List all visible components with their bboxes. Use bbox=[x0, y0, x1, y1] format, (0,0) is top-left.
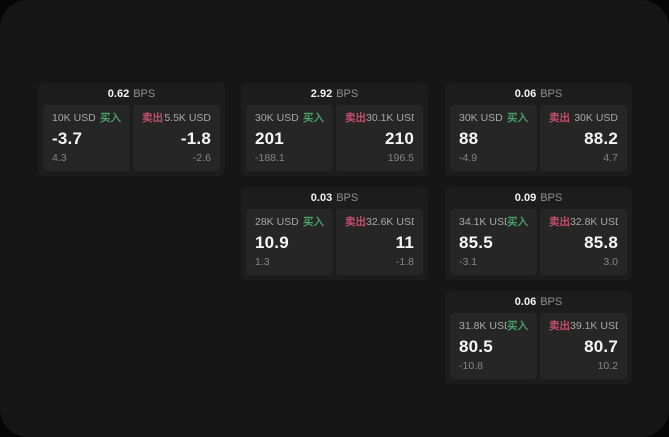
sell-size: 39.1K USD bbox=[570, 320, 618, 332]
bps-unit-label: BPS bbox=[540, 192, 563, 204]
buy-price: 85.5 bbox=[459, 233, 493, 252]
buy-size: 30K USD bbox=[459, 112, 503, 124]
quote-card-6: 0.06 BPS 31.8K USD 买入 80.5 -10.8 卖出 39.1… bbox=[445, 291, 632, 384]
buy-side-label: 买入 bbox=[303, 216, 324, 228]
bps-unit-label: BPS bbox=[540, 296, 563, 308]
bps-header: 0.06 BPS bbox=[445, 83, 632, 105]
bps-unit-label: BPS bbox=[336, 88, 359, 100]
bps-value: 0.06 bbox=[514, 88, 537, 100]
sell-size: 32.6K USD bbox=[366, 216, 414, 228]
bps-unit-label: BPS bbox=[133, 88, 156, 100]
sell-sub-value: -1.8 bbox=[395, 256, 414, 268]
buy-price: 201 bbox=[255, 129, 284, 148]
buy-panel[interactable]: 28K USD 买入 10.9 1.3 bbox=[246, 209, 333, 275]
bps-value: 2.92 bbox=[310, 88, 333, 100]
buy-sub-value: -4.9 bbox=[459, 152, 478, 164]
buy-panel[interactable]: 30K USD 买入 201 -188.1 bbox=[246, 105, 333, 171]
sell-side-label: 卖出 bbox=[549, 216, 570, 228]
sell-panel[interactable]: 卖出 30.1K USD 210 196.5 bbox=[336, 105, 423, 171]
buy-sub-value: 1.3 bbox=[255, 256, 270, 268]
quote-card-1: 0.62 BPS 10K USD 买入 -3.7 4.3 卖出 5.5K USD… bbox=[38, 83, 225, 176]
buy-size: 28K USD bbox=[255, 216, 299, 228]
quote-card-3: 0.06 BPS 30K USD 买入 88 -4.9 卖出 30K USD 8… bbox=[445, 83, 632, 176]
sell-price: 11 bbox=[395, 233, 414, 252]
sell-sub-value: 3.0 bbox=[603, 256, 618, 268]
buy-size: 34.1K USD bbox=[459, 216, 507, 228]
sell-side-label: 卖出 bbox=[142, 112, 163, 124]
sell-price: 85.8 bbox=[584, 233, 618, 252]
quote-card-4: 0.03 BPS 28K USD 买入 10.9 1.3 卖出 32.6K US… bbox=[241, 187, 428, 280]
sell-panel[interactable]: 卖出 30K USD 88.2 4.7 bbox=[540, 105, 627, 171]
quote-panels: 10K USD 买入 -3.7 4.3 卖出 5.5K USD -1.8 -2.… bbox=[43, 105, 220, 171]
buy-price: -3.7 bbox=[52, 129, 83, 148]
buy-sub-value: 4.3 bbox=[52, 152, 67, 164]
sell-price: 80.7 bbox=[584, 337, 618, 356]
sell-panel[interactable]: 卖出 39.1K USD 80.7 10.2 bbox=[540, 313, 627, 379]
bps-value: 0.62 bbox=[107, 88, 130, 100]
sell-size: 30K USD bbox=[574, 112, 618, 124]
bps-header: 0.09 BPS bbox=[445, 187, 632, 209]
sell-side-label: 卖出 bbox=[549, 112, 570, 124]
buy-panel[interactable]: 34.1K USD 买入 85.5 -3.1 bbox=[450, 209, 537, 275]
buy-size: 31.8K USD bbox=[459, 320, 507, 332]
sell-panel[interactable]: 卖出 32.8K USD 85.8 3.0 bbox=[540, 209, 627, 275]
quote-panels: 30K USD 买入 201 -188.1 卖出 30.1K USD 210 1… bbox=[246, 105, 423, 171]
sell-price: -1.8 bbox=[180, 129, 211, 148]
buy-price: 88 bbox=[459, 129, 479, 148]
sell-side-label: 卖出 bbox=[345, 216, 366, 228]
sell-sub-value: -2.6 bbox=[192, 152, 211, 164]
quote-panels: 28K USD 买入 10.9 1.3 卖出 32.6K USD 11 -1.8 bbox=[246, 209, 423, 275]
buy-size: 10K USD bbox=[52, 112, 96, 124]
sell-size: 30.1K USD bbox=[366, 112, 414, 124]
sell-panel[interactable]: 卖出 32.6K USD 11 -1.8 bbox=[336, 209, 423, 275]
buy-side-label: 买入 bbox=[507, 320, 528, 332]
sell-price: 88.2 bbox=[584, 129, 618, 148]
quote-panels: 31.8K USD 买入 80.5 -10.8 卖出 39.1K USD 80.… bbox=[450, 313, 627, 379]
bps-header: 0.06 BPS bbox=[445, 291, 632, 313]
sell-side-label: 卖出 bbox=[345, 112, 366, 124]
bps-header: 0.03 BPS bbox=[241, 187, 428, 209]
buy-sub-value: -3.1 bbox=[459, 256, 478, 268]
bps-header: 0.62 BPS bbox=[38, 83, 225, 105]
bps-header: 2.92 BPS bbox=[241, 83, 428, 105]
bps-value: 0.06 bbox=[514, 296, 537, 308]
bps-unit-label: BPS bbox=[540, 88, 563, 100]
sell-panel[interactable]: 卖出 5.5K USD -1.8 -2.6 bbox=[133, 105, 220, 171]
buy-price: 10.9 bbox=[255, 233, 289, 252]
buy-side-label: 买入 bbox=[507, 112, 528, 124]
buy-panel[interactable]: 31.8K USD 买入 80.5 -10.8 bbox=[450, 313, 537, 379]
sell-side-label: 卖出 bbox=[549, 320, 570, 332]
buy-panel[interactable]: 10K USD 买入 -3.7 4.3 bbox=[43, 105, 130, 171]
sell-size: 32.8K USD bbox=[570, 216, 618, 228]
quote-card-5: 0.09 BPS 34.1K USD 买入 85.5 -3.1 卖出 32.8K… bbox=[445, 187, 632, 280]
buy-side-label: 买入 bbox=[303, 112, 324, 124]
buy-side-label: 买入 bbox=[100, 112, 121, 124]
quote-panels: 34.1K USD 买入 85.5 -3.1 卖出 32.8K USD 85.8… bbox=[450, 209, 627, 275]
buy-price: 80.5 bbox=[459, 337, 493, 356]
bps-unit-label: BPS bbox=[336, 192, 359, 204]
sell-sub-value: 4.7 bbox=[603, 152, 618, 164]
bps-value: 0.09 bbox=[514, 192, 537, 204]
buy-sub-value: -188.1 bbox=[255, 152, 285, 164]
buy-panel[interactable]: 30K USD 买入 88 -4.9 bbox=[450, 105, 537, 171]
buy-size: 30K USD bbox=[255, 112, 299, 124]
quote-card-2: 2.92 BPS 30K USD 买入 201 -188.1 卖出 30.1K … bbox=[241, 83, 428, 176]
bps-value: 0.03 bbox=[310, 192, 333, 204]
sell-sub-value: 10.2 bbox=[597, 360, 618, 372]
quote-panels: 30K USD 买入 88 -4.9 卖出 30K USD 88.2 4.7 bbox=[450, 105, 627, 171]
sell-price: 210 bbox=[385, 129, 414, 148]
buy-sub-value: -10.8 bbox=[459, 360, 483, 372]
buy-side-label: 买入 bbox=[507, 216, 528, 228]
sell-sub-value: 196.5 bbox=[387, 152, 414, 164]
sell-size: 5.5K USD bbox=[164, 112, 211, 124]
